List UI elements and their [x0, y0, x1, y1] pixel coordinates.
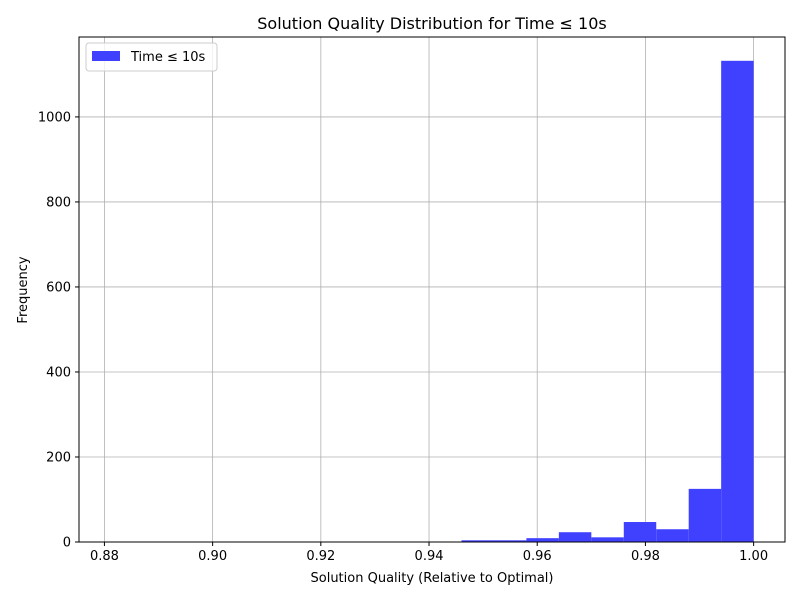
x-axis-ticks: 0.88 0.90 0.92 0.94 0.96 0.98 1.00 [90, 542, 768, 564]
histogram-bar [461, 540, 494, 542]
x-tick-label: 0.96 [523, 549, 552, 564]
histogram-bar [591, 537, 624, 542]
y-tick-label: 400 [46, 365, 71, 380]
histogram-bar [721, 60, 754, 542]
y-tick-label: 600 [46, 280, 71, 295]
legend-box [85, 42, 218, 72]
x-tick-label: 0.94 [415, 549, 444, 564]
x-tick-label: 0.92 [306, 549, 335, 564]
x-axis-title: Solution Quality (Relative to Optimal) [311, 571, 554, 586]
legend-label: Time ≤ 10s [130, 50, 206, 65]
x-tick-label: 1.00 [739, 549, 768, 564]
y-tick-label: 1000 [38, 110, 71, 125]
histogram-bar [656, 529, 689, 542]
y-tick-label: 0 [63, 536, 71, 551]
x-tick-label: 0.88 [90, 549, 119, 564]
histogram-bar [623, 522, 657, 542]
histogram-bar [526, 538, 559, 542]
y-axis-ticks: 0 200 400 600 800 1000 [38, 110, 79, 551]
grid-lines [79, 37, 785, 543]
y-tick-label: 200 [46, 450, 71, 465]
histogram-bars [104, 60, 754, 542]
legend: Time ≤ 10s [85, 42, 218, 72]
histogram-bar [688, 488, 722, 542]
legend-swatch [92, 51, 120, 61]
histogram-bar [558, 532, 592, 542]
y-tick-label: 800 [46, 195, 71, 210]
x-tick-label: 0.98 [631, 549, 660, 564]
histogram-bar [493, 540, 527, 542]
plot-frame [78, 36, 786, 543]
x-tick-label: 0.90 [198, 549, 227, 564]
y-axis-title: Frequency [16, 256, 31, 323]
chart-title: Solution Quality Distribution for Time ≤… [257, 14, 606, 33]
